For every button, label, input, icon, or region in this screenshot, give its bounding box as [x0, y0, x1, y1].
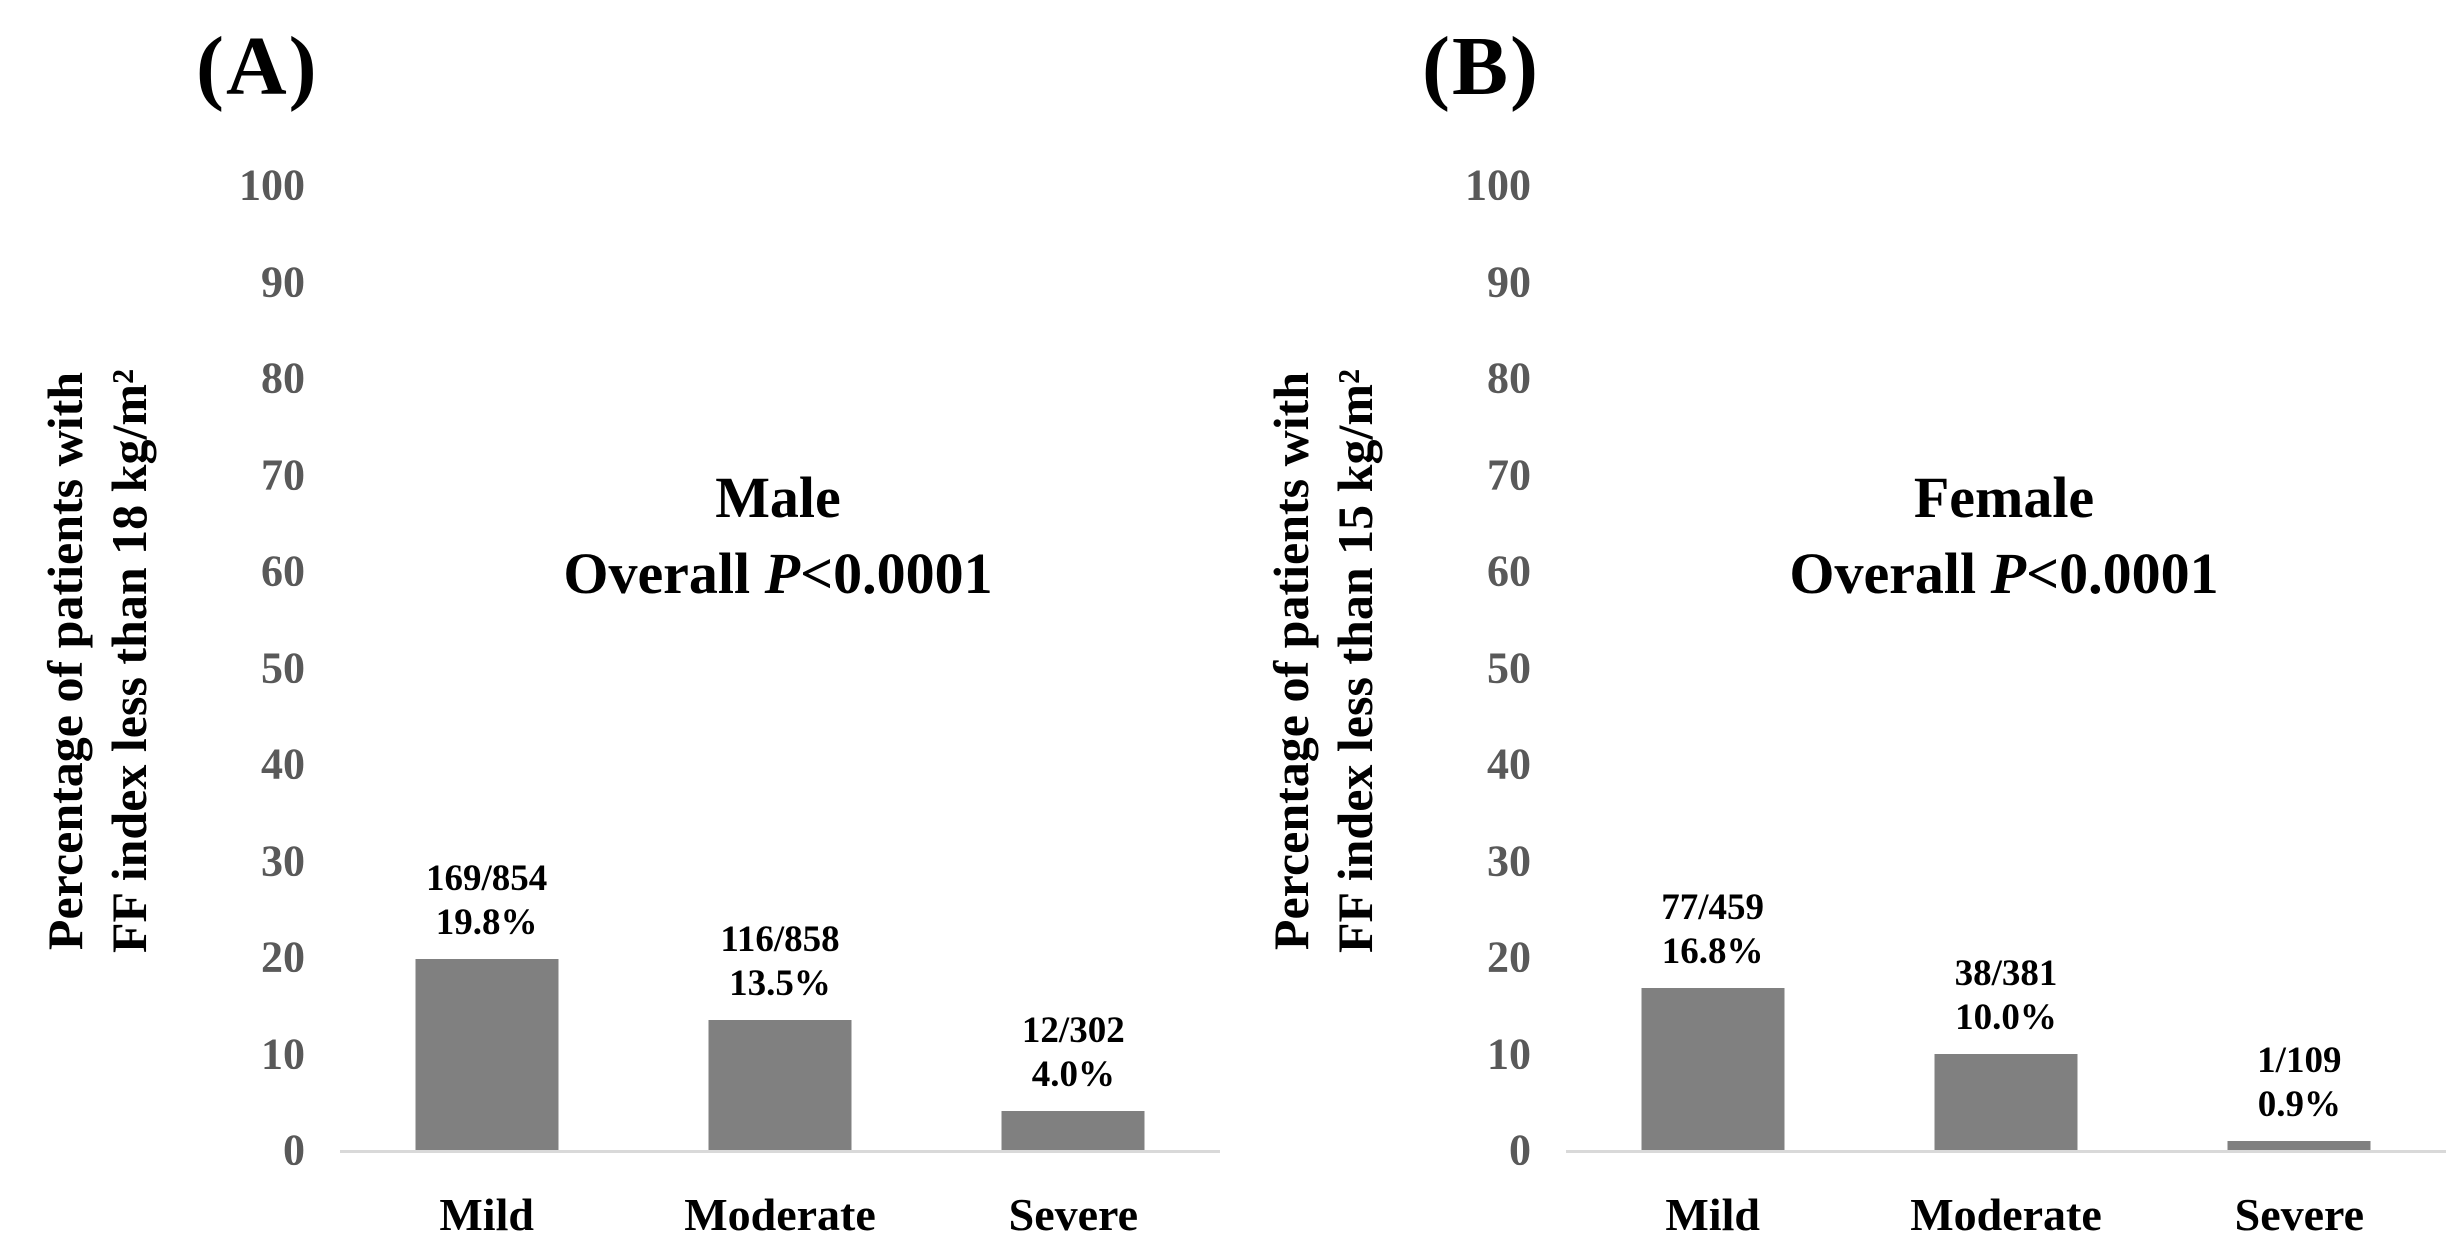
panel-a-title-line2: Overall P<0.0001 — [563, 541, 993, 606]
bar-percent-label: 19.8% — [435, 901, 538, 943]
panel-b-x-axis-labels: Mild Moderate Severe — [1566, 1188, 2446, 1248]
panel-a-x-axis-labels: Mild Moderate Severe — [340, 1188, 1220, 1248]
x-category-label: Moderate — [684, 1189, 876, 1240]
panel-b-title: Female Overall P<0.0001 — [1654, 460, 2354, 612]
panel-b-y-axis-ticks: 100 90 80 70 60 50 40 30 20 10 0 — [1465, 160, 1531, 1175]
x-category-label: Mild — [439, 1189, 534, 1240]
bar-percent-label: 4.0% — [1031, 1054, 1115, 1096]
bar-moderate — [708, 1019, 852, 1150]
bar-count-label: 38/381 — [1954, 952, 2058, 994]
bar-count-label: 1/109 — [2257, 1040, 2342, 1082]
bar-count-label: 77/459 — [1661, 886, 1765, 928]
bar-value-label: 116/858 13.5% — [720, 918, 839, 1006]
bar-value-label: 38/381 10.0% — [1955, 952, 2058, 1040]
bar-count-label: 116/858 — [720, 918, 840, 960]
panel-a-bar-group-severe: 12/302 4.0% — [927, 185, 1220, 1150]
bar-value-label: 169/854 19.8% — [426, 857, 547, 945]
panel-a-bar-group-mild: 169/854 19.8% — [340, 185, 633, 1150]
bar-percent-label: 0.9% — [2257, 1084, 2341, 1126]
panel-a-letter: (A) — [196, 20, 319, 113]
bar-mild — [415, 958, 559, 1150]
bar-percent-label: 10.0% — [1955, 996, 2057, 1038]
panel-b-bar-group-moderate: 38/381 10.0% — [1859, 185, 2152, 1150]
panel-b-letter: (B) — [1422, 20, 1540, 113]
bar-value-label: 1/109 0.9% — [2257, 1039, 2341, 1127]
x-category-label: Severe — [2234, 1189, 2365, 1240]
bar-severe — [1001, 1111, 1145, 1150]
panel-a-bar-group-moderate: 116/858 13.5% — [633, 185, 926, 1150]
bar-percent-label: 16.8% — [1661, 930, 1764, 972]
panel-b-plot-area: 77/459 16.8% 38/381 10.0% 1/109 0.9% — [1566, 185, 2446, 1153]
panel-a: (A) Percentage of patients with FF index… — [37, 20, 1220, 1248]
panel-a-title-line1: Male — [715, 465, 841, 530]
panel-a-y-axis-ticks: 100 90 80 70 60 50 40 30 20 10 0 — [239, 160, 305, 1175]
bar-value-label: 12/302 4.0% — [1022, 1009, 1125, 1097]
bar-moderate — [1934, 1053, 2078, 1150]
panel-b-bar-group-mild: 77/459 16.8% — [1566, 185, 1859, 1150]
panel-b-title-line2: Overall P<0.0001 — [1789, 541, 2219, 606]
bar-mild — [1641, 987, 1785, 1150]
panel-a-title: Male Overall P<0.0001 — [428, 460, 1128, 612]
x-axis-line — [340, 1150, 1220, 1153]
panel-b-title-line1: Female — [1913, 465, 2095, 530]
x-axis-line — [1566, 1150, 2446, 1153]
bar-percent-label: 13.5% — [729, 962, 831, 1004]
x-category-label: Mild — [1665, 1189, 1760, 1240]
x-category-label: Moderate — [1910, 1189, 2102, 1240]
panel-a-plot-area: 169/854 19.8% 116/858 13.5% 12/302 4.0% — [340, 185, 1220, 1153]
bar-severe — [2227, 1141, 2371, 1150]
bar-count-label: 12/302 — [1021, 1010, 1125, 1052]
bar-value-label: 77/459 16.8% — [1661, 886, 1764, 974]
panel-b-bar-group-severe: 1/109 0.9% — [2153, 185, 2446, 1150]
bar-count-label: 169/854 — [426, 857, 548, 899]
panel-b: (B) Percentage of patients with FF index… — [1226, 0, 2452, 1255]
x-category-label: Severe — [1008, 1189, 1139, 1240]
